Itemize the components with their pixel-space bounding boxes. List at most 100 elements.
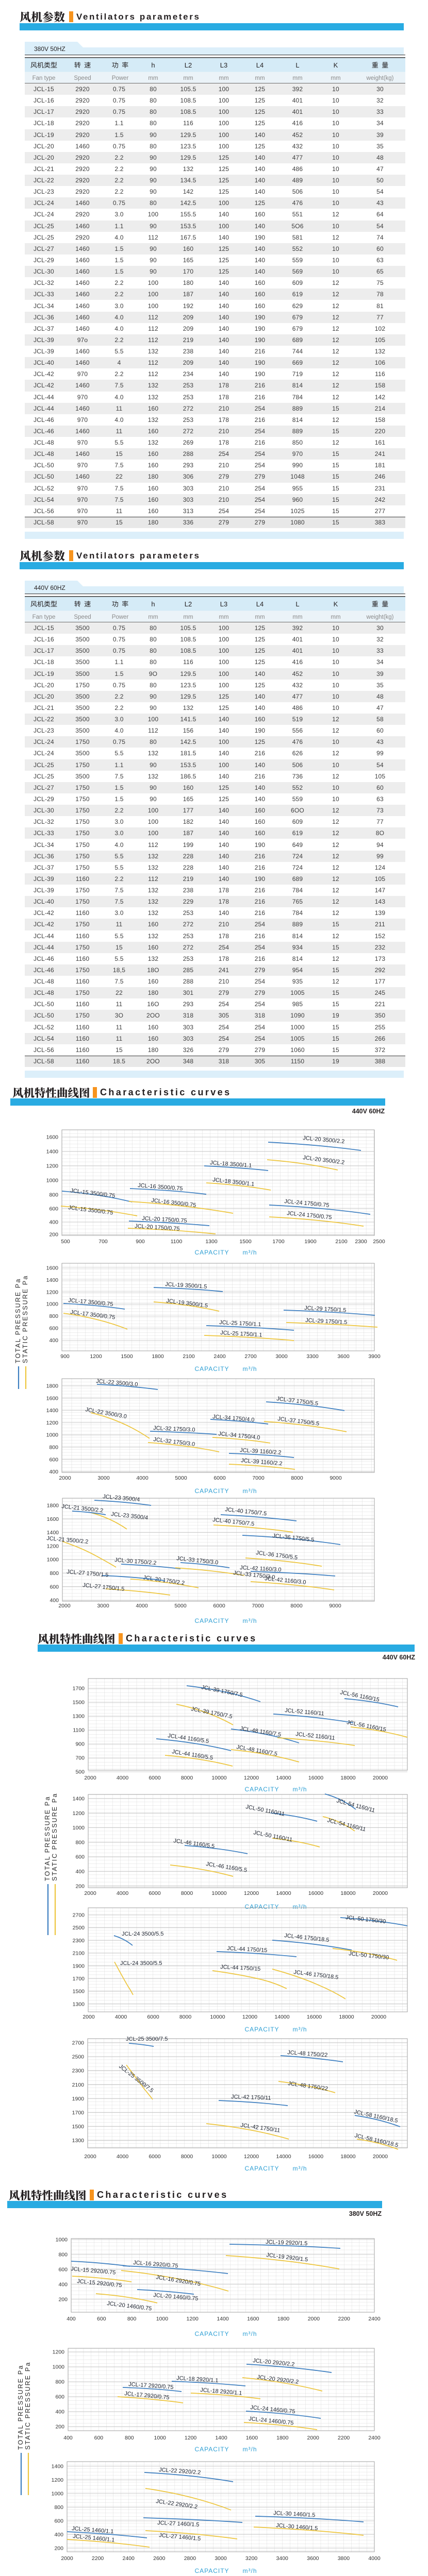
svg-text:L2: L2: [185, 61, 192, 69]
svg-text:1600: 1600: [46, 1134, 59, 1141]
svg-text:mm: mm: [255, 614, 265, 620]
svg-text:JCL-48 1750/22: JCL-48 1750/22: [287, 2049, 328, 2058]
svg-text:10000: 10000: [210, 2014, 225, 2020]
svg-text:20000: 20000: [371, 2014, 386, 2020]
svg-text:CAPACITY m³/h: CAPACITY m³/h: [194, 1617, 257, 1624]
svg-text:5000: 5000: [174, 1603, 187, 1609]
svg-text:1200: 1200: [46, 1163, 59, 1170]
svg-text:JCL-25 1750/1.1: JCL-25 1750/1.1: [219, 1319, 261, 1328]
svg-text:mm: mm: [183, 75, 193, 81]
svg-text:1800: 1800: [277, 2316, 290, 2322]
svg-text:2000: 2000: [61, 2555, 73, 2562]
svg-text:1600: 1600: [46, 1395, 59, 1401]
svg-text:4000: 4000: [117, 1890, 129, 1896]
svg-text:1500: 1500: [73, 1989, 85, 1995]
svg-text:7000: 7000: [252, 1603, 264, 1609]
svg-text:200: 200: [54, 2546, 63, 2552]
svg-text:200: 200: [75, 1883, 85, 1889]
svg-text:8000: 8000: [181, 1775, 193, 1781]
svg-text:CAPACITY m³/h: CAPACITY m³/h: [194, 2330, 257, 2337]
svg-text:1200: 1200: [47, 1543, 59, 1549]
svg-text:2700: 2700: [72, 2040, 85, 2046]
svg-text:1400: 1400: [73, 1796, 85, 1802]
svg-text:2200: 2200: [338, 2316, 351, 2322]
svg-text:1700: 1700: [72, 2110, 85, 2116]
svg-text:200: 200: [49, 1232, 58, 1238]
svg-text:800: 800: [127, 2316, 137, 2322]
svg-text:1800: 1800: [276, 2435, 289, 2441]
svg-text:16000: 16000: [307, 2014, 322, 2020]
svg-text:JCL-19 3500/1.5: JCL-19 3500/1.5: [165, 1281, 207, 1290]
svg-text:6000: 6000: [213, 1475, 226, 1481]
svg-text:1000: 1000: [56, 2237, 68, 2243]
svg-text:2200: 2200: [338, 2435, 350, 2441]
svg-text:TOTAL PRESSURE Pa: TOTAL PRESSURE Pa: [17, 2365, 24, 2450]
svg-text:1900: 1900: [304, 1239, 317, 1245]
svg-text:10000: 10000: [211, 1890, 226, 1896]
svg-text:JCL-30 1460/1.5: JCL-30 1460/1.5: [273, 2510, 316, 2518]
svg-text:1400: 1400: [46, 1149, 59, 1155]
svg-text:1400: 1400: [46, 1408, 59, 1414]
svg-text:1000: 1000: [53, 2364, 65, 2370]
svg-text:2400: 2400: [368, 2316, 381, 2322]
svg-text:18000: 18000: [340, 1890, 355, 1896]
svg-text:600: 600: [58, 2267, 68, 2273]
svg-text:L: L: [295, 61, 299, 69]
svg-text:L: L: [295, 600, 299, 608]
svg-text:14000: 14000: [276, 2154, 291, 2160]
svg-text:2000: 2000: [59, 1475, 71, 1481]
svg-text:4000: 4000: [117, 1775, 129, 1781]
svg-text:Ventilators parameters: Ventilators parameters: [76, 12, 201, 22]
svg-text:1500: 1500: [72, 2124, 85, 2130]
svg-text:2000: 2000: [58, 1603, 71, 1609]
svg-text:2100: 2100: [73, 1951, 85, 1957]
svg-text:2400: 2400: [213, 1353, 226, 1360]
svg-text:1200: 1200: [185, 2435, 197, 2441]
svg-text:JCL-25 1750/1.1: JCL-25 1750/1.1: [220, 1330, 262, 1338]
svg-text:12000: 12000: [244, 2154, 259, 2160]
svg-text:CAPACITY m³/h: CAPACITY m³/h: [244, 2165, 307, 2172]
svg-text:JCL-18 3500/1.1: JCL-18 3500/1.1: [210, 1160, 252, 1169]
svg-text:mm: mm: [148, 75, 158, 81]
svg-text:400: 400: [55, 2409, 64, 2415]
svg-text:500: 500: [75, 1769, 85, 1775]
svg-text:20000: 20000: [373, 1890, 388, 1896]
svg-text:200: 200: [58, 2297, 68, 2303]
svg-text:4000: 4000: [136, 1603, 148, 1609]
svg-text:8000: 8000: [290, 1603, 303, 1609]
svg-text:JCL-24 3500/5.5: JCL-24 3500/5.5: [122, 1931, 163, 1937]
svg-text:1000: 1000: [46, 1178, 59, 1184]
svg-text:400: 400: [58, 2282, 68, 2288]
svg-text:6000: 6000: [149, 1890, 161, 1896]
svg-text:1700: 1700: [73, 1686, 85, 1692]
svg-text:K: K: [334, 600, 338, 608]
svg-text:1100: 1100: [73, 1727, 85, 1734]
svg-text:8000: 8000: [291, 1475, 303, 1481]
svg-text:mm: mm: [292, 614, 302, 620]
svg-text:1200: 1200: [53, 2349, 65, 2355]
svg-text:mm: mm: [331, 75, 340, 81]
svg-text:2000: 2000: [83, 2014, 95, 2020]
svg-text:3000: 3000: [275, 1353, 288, 1360]
svg-text:440V 60HZ: 440V 60HZ: [383, 1654, 416, 1661]
svg-text:800: 800: [49, 1313, 58, 1319]
svg-text:440V 60HZ: 440V 60HZ: [34, 584, 65, 591]
svg-text:20000: 20000: [373, 2154, 388, 2160]
svg-text:Fan type: Fan type: [32, 75, 56, 81]
svg-text:800: 800: [55, 2379, 64, 2385]
svg-text:2700: 2700: [244, 1353, 257, 1360]
svg-text:14000: 14000: [276, 1775, 291, 1781]
svg-text:9000: 9000: [329, 1603, 341, 1609]
svg-text:CAPACITY m³/h: CAPACITY m³/h: [244, 2026, 307, 2033]
svg-text:6000: 6000: [149, 2154, 161, 2160]
svg-text:500: 500: [61, 1239, 70, 1245]
svg-text:700: 700: [98, 1239, 108, 1245]
svg-text:800: 800: [50, 1570, 59, 1577]
svg-text:4000: 4000: [115, 2014, 127, 2020]
svg-text:600: 600: [49, 1326, 58, 1332]
svg-text:900: 900: [75, 1741, 85, 1748]
svg-text:3000: 3000: [215, 2555, 227, 2562]
svg-text:JCL-44 1750/15: JCL-44 1750/15: [220, 1964, 261, 1972]
svg-text:2300: 2300: [72, 2068, 85, 2074]
svg-text:18000: 18000: [340, 2154, 355, 2160]
